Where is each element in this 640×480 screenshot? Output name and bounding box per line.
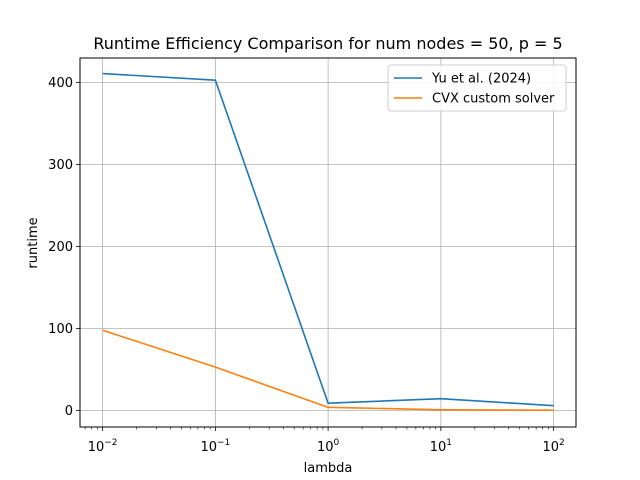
y-tick-label: 100 — [48, 322, 73, 337]
y-tick-label: 400 — [48, 76, 73, 91]
y-tick-label: 0 — [65, 404, 73, 419]
x-tick-label: 10−2 — [88, 438, 118, 455]
x-axis-label: lambda — [304, 461, 353, 476]
x-tick-exponent: −2 — [104, 438, 117, 448]
x-axis-ticks: 10−2 10−1 100 101 102 — [84, 427, 565, 455]
x-tick-label: 102 — [542, 438, 564, 455]
y-tick-label: 300 — [48, 158, 73, 173]
x-tick-exponent: 2 — [559, 438, 565, 448]
x-tick-exponent: 0 — [334, 438, 340, 448]
plot-series — [102, 72, 554, 411]
grid-lines — [80, 58, 576, 427]
x-tick-label: 10−1 — [200, 438, 230, 455]
y-axis-label: runtime — [26, 217, 41, 268]
legend: Yu et al. (2024) CVX custom solver — [387, 64, 567, 112]
x-tick-exponent: 1 — [446, 438, 452, 448]
series-line-1 — [102, 72, 554, 407]
legend-label-2: CVX custom solver — [432, 92, 555, 107]
y-axis-ticks: 0 100 200 300 400 — [48, 76, 80, 419]
legend-label-1: Yu et al. (2024) — [431, 72, 531, 87]
legend-box — [387, 64, 567, 112]
chart-title: Runtime Efficiency Comparison for num no… — [93, 34, 562, 53]
x-tick-exponent: −1 — [217, 438, 230, 448]
series-line-2 — [102, 329, 554, 411]
x-tick-label: 101 — [430, 438, 452, 455]
x-tick-label: 100 — [317, 438, 340, 455]
y-tick-label: 200 — [48, 240, 73, 255]
